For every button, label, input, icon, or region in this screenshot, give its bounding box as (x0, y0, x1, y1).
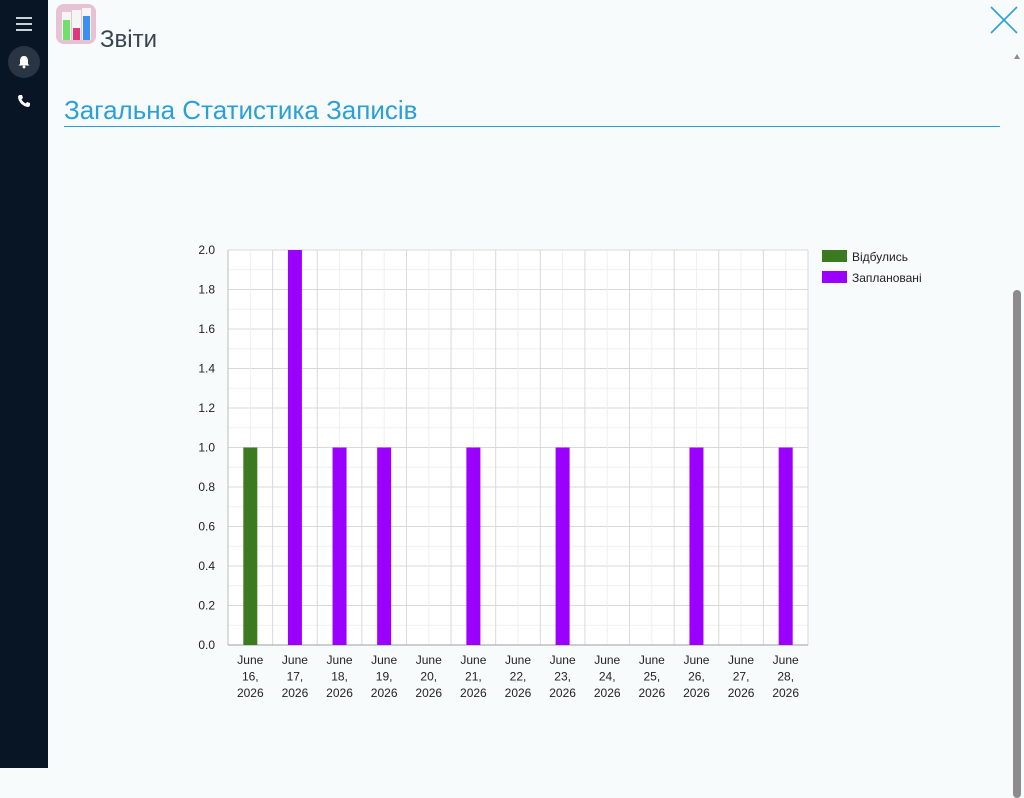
vertical-scrollbar[interactable] (1010, 48, 1024, 798)
x-tick-label: June 27, 2026 (728, 653, 755, 700)
legend-label: Відбулись (852, 250, 908, 264)
bar-planned (332, 447, 347, 645)
scroll-down-arrow-icon[interactable] (1013, 754, 1021, 762)
close-icon (990, 6, 1018, 34)
x-tick-label: June 19, 2026 (371, 653, 398, 700)
y-tick-label: 1.0 (198, 441, 215, 455)
notifications-button[interactable] (8, 46, 40, 78)
x-tick-label: June 28, 2026 (772, 653, 799, 700)
y-tick-label: 0.0 (198, 638, 215, 652)
legend-label: Заплановані (852, 271, 922, 285)
x-tick-label: June 23, 2026 (549, 653, 576, 700)
y-tick-label: 1.4 (198, 362, 215, 376)
bar-planned (555, 447, 570, 645)
x-tick-label: June 25, 2026 (638, 653, 665, 700)
bar-planned (377, 447, 392, 645)
x-tick-label: June 21, 2026 (460, 653, 487, 700)
x-tick-label: June 18, 2026 (326, 653, 353, 700)
x-tick-label: June 17, 2026 (282, 653, 309, 700)
x-tick-label: June 20, 2026 (415, 653, 442, 700)
y-tick-label: 0.8 (198, 480, 215, 494)
y-tick-label: 0.4 (198, 559, 215, 573)
x-tick-label: June 16, 2026 (237, 653, 264, 700)
y-tick-label: 1.2 (198, 401, 215, 415)
phone-icon (18, 95, 30, 107)
page-heading: Загальна Статистика Записів (64, 94, 1000, 127)
legend-swatch (822, 271, 847, 283)
legend-swatch (822, 250, 847, 262)
sidebar (0, 0, 48, 768)
bar-chart: 0.0 0.2 0.4 0.6 0.8 1.0 1.2 1.4 1.6 1.8 2.0 June 16,… (198, 243, 922, 700)
x-tick-label: June 22, 2026 (505, 653, 532, 700)
menu-button[interactable] (8, 8, 40, 40)
hamburger-menu-icon (16, 17, 32, 31)
bar-planned (287, 250, 302, 645)
bar-done (243, 447, 258, 645)
y-tick-label: 2.0 (198, 243, 215, 257)
y-tick-label: 1.6 (198, 322, 215, 336)
bar-chart-app-icon (56, 4, 96, 44)
y-tick-label: 0.6 (198, 520, 215, 534)
close-button[interactable] (988, 4, 1020, 36)
bar-planned (778, 447, 793, 645)
y-tick-label: 0.2 (198, 599, 215, 613)
scroll-up-arrow-icon[interactable] (1013, 53, 1021, 61)
bar-planned (689, 447, 704, 645)
bar-planned (466, 447, 481, 645)
scrollbar-thumb[interactable] (1013, 290, 1021, 798)
x-tick-label: June 24, 2026 (594, 653, 621, 700)
x-tick-label: June 26, 2026 (683, 653, 710, 700)
y-tick-label: 1.8 (198, 283, 215, 297)
app-title: Звіти (100, 26, 157, 54)
phone-button[interactable] (8, 85, 40, 117)
bell-icon (18, 56, 30, 69)
